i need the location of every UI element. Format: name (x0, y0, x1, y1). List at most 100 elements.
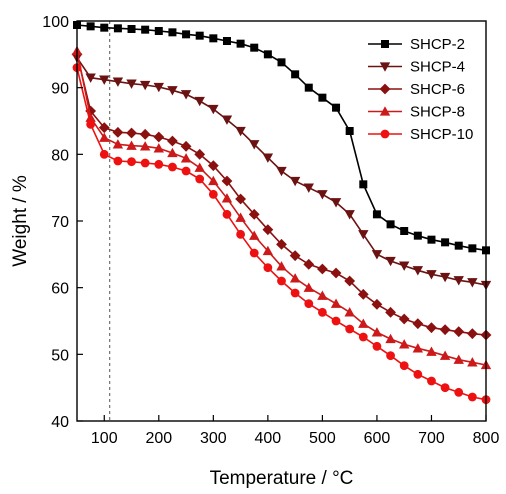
data-point (290, 288, 300, 298)
data-point (276, 261, 287, 271)
data-point (141, 25, 150, 34)
data-point (468, 244, 477, 253)
legend-label: SHCP-4 (410, 59, 465, 76)
series-shcp-8 (71, 45, 492, 370)
data-point (153, 82, 164, 93)
data-point (262, 224, 274, 236)
data-point (86, 119, 96, 129)
data-point (167, 147, 178, 158)
x-tick-label: 700 (418, 430, 445, 447)
data-point (194, 96, 205, 107)
data-point (263, 263, 273, 273)
data-point (399, 261, 410, 271)
data-point (126, 127, 137, 139)
data-layer (71, 21, 492, 405)
data-point (385, 256, 396, 267)
series-shcp-6 (71, 48, 492, 341)
data-point (262, 245, 274, 256)
data-point (467, 392, 477, 402)
data-point (441, 238, 450, 247)
data-point (344, 307, 355, 317)
data-point (412, 343, 424, 353)
y-axis-title: Weight / % (10, 175, 31, 267)
data-point (207, 160, 219, 172)
data-point (331, 316, 341, 326)
data-point (276, 166, 287, 177)
data-point (412, 318, 424, 330)
data-point (195, 31, 204, 40)
data-point (154, 159, 164, 169)
data-point (139, 80, 151, 91)
data-point (412, 266, 424, 276)
legend-item: SHCP-6 (368, 81, 465, 98)
data-point (358, 230, 369, 240)
data-point (180, 153, 192, 163)
data-point (439, 272, 451, 283)
data-point (413, 369, 423, 379)
y-tick-label: 90 (51, 81, 69, 98)
data-point (427, 235, 436, 244)
x-axis-ticks: 100 200 300 400 500 600 700 800 (91, 415, 499, 447)
series-line (76, 50, 487, 366)
legend-label: SHCP-6 (410, 81, 465, 98)
data-point (371, 250, 383, 260)
data-point (454, 387, 464, 397)
data-point (359, 180, 368, 189)
legend-item: SHCP-8 (368, 104, 465, 121)
data-point (263, 50, 272, 59)
data-point (235, 193, 246, 205)
data-point (318, 93, 327, 102)
data-point (208, 175, 219, 186)
legend: SHCP-2 SHCP-4 SHCP-6 SHCP-8 SHCP-10 (368, 36, 473, 143)
y-tick-label: 100 (42, 14, 69, 31)
data-point (126, 79, 137, 89)
data-point (371, 327, 383, 337)
data-point (249, 248, 259, 258)
data-point (180, 90, 192, 100)
data-point (467, 357, 478, 367)
data-point (248, 208, 260, 220)
data-point (454, 241, 463, 250)
data-point (304, 83, 313, 92)
data-point (180, 140, 192, 152)
x-tick-label: 200 (145, 430, 172, 447)
data-point (168, 162, 177, 172)
data-point (112, 139, 124, 149)
data-point (372, 210, 381, 219)
data-point (330, 198, 342, 208)
data-point (344, 275, 356, 287)
data-point (100, 23, 109, 32)
data-point (222, 37, 231, 45)
y-tick-label: 40 (51, 414, 69, 431)
data-point (453, 326, 465, 338)
data-point (235, 126, 246, 137)
data-point (318, 307, 327, 317)
data-point (167, 86, 178, 96)
data-point (139, 128, 151, 140)
legend-marker (379, 83, 391, 95)
data-point (153, 143, 164, 153)
data-point (209, 34, 218, 43)
data-point (400, 227, 409, 235)
x-tick-label: 100 (91, 430, 118, 447)
data-point (386, 351, 395, 361)
data-point (182, 30, 191, 39)
data-point (277, 276, 286, 286)
data-point (208, 189, 218, 199)
y-tick-label: 60 (51, 281, 69, 298)
legend-label: SHCP-2 (410, 36, 465, 53)
data-point (303, 258, 315, 270)
data-point (291, 70, 300, 79)
data-point (426, 270, 437, 280)
data-point (385, 306, 396, 318)
data-point (426, 322, 437, 334)
data-point (113, 156, 123, 166)
data-point (357, 288, 369, 300)
data-point (85, 73, 96, 83)
data-point (126, 140, 137, 150)
data-point (466, 328, 478, 340)
legend-marker (379, 106, 391, 116)
data-point (194, 162, 205, 172)
y-axis-ticks: 40 50 60 70 80 90 100 (42, 14, 83, 431)
